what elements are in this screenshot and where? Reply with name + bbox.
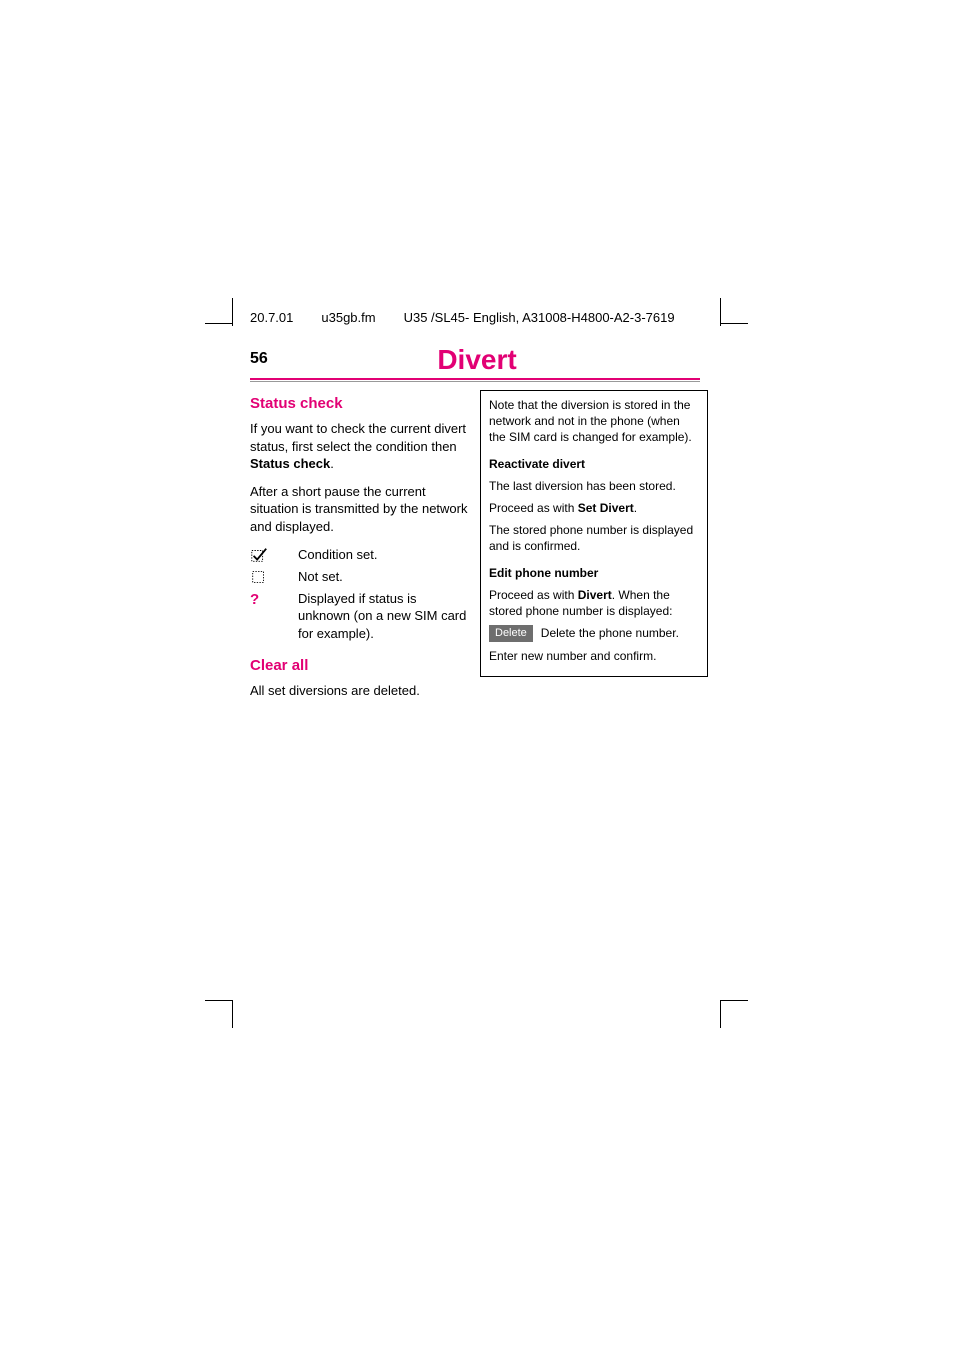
crop-mark xyxy=(232,1000,233,1028)
page: 20.7.01 u35gb.fm U35 /SL45- English, A31… xyxy=(0,0,954,1351)
crop-mark xyxy=(720,1000,748,1001)
text-bold: Status check xyxy=(250,456,330,471)
status-row-unknown-text: Displayed if status is unknown (on a new… xyxy=(298,590,470,643)
reactivate-p2: Proceed as with Set Divert. xyxy=(489,500,699,516)
checkbox-empty-icon xyxy=(250,568,298,586)
edit-p1: Proceed as with Divert. When the stored … xyxy=(489,587,699,619)
crop-mark xyxy=(720,1000,721,1028)
right-column: Note that the diversion is stored in the… xyxy=(480,390,708,677)
status-row-notset: Not set. xyxy=(250,568,470,586)
delete-button[interactable]: Delete xyxy=(489,625,533,642)
reactivate-p3: The stored phone number is displayed and… xyxy=(489,522,699,554)
text: If you want to check the current divert … xyxy=(250,421,466,454)
crop-mark xyxy=(232,298,233,326)
text-bold: Divert xyxy=(578,588,612,602)
checkbox-checked-icon xyxy=(250,546,298,564)
clear-all-heading: Clear all xyxy=(250,656,470,676)
text: Proceed as with xyxy=(489,501,578,515)
note-intro: Note that the diversion is stored in the… xyxy=(489,397,699,446)
left-column: Status check If you want to check the cu… xyxy=(250,390,470,710)
note-box: Note that the diversion is stored in the… xyxy=(480,390,708,677)
text-bold: Set Divert xyxy=(578,501,634,515)
title-rule xyxy=(250,378,700,382)
meta-file: u35gb.fm xyxy=(321,310,375,325)
crop-mark xyxy=(720,323,748,324)
status-check-heading: Status check xyxy=(250,394,470,414)
meta-doc-id: U35 /SL45- English, A31008-H4800-A2-3-76… xyxy=(404,310,675,325)
status-row-notset-text: Not set. xyxy=(298,568,470,586)
crop-mark xyxy=(205,323,233,324)
status-check-paragraph-2: After a short pause the current situatio… xyxy=(250,483,470,536)
status-check-paragraph-1: If you want to check the current divert … xyxy=(250,420,470,473)
crop-mark xyxy=(205,1000,233,1001)
text: . xyxy=(330,456,334,471)
delete-line: Delete Delete the phone number. xyxy=(489,625,699,642)
reactivate-heading: Reactivate divert xyxy=(489,456,699,472)
question-mark-symbol: ? xyxy=(250,590,259,610)
text: . xyxy=(634,501,637,515)
text: Proceed as with xyxy=(489,588,578,602)
status-row-set-text: Condition set. xyxy=(298,546,470,564)
delete-text: Delete the phone number. xyxy=(541,625,679,641)
header-meta: 20.7.01 u35gb.fm U35 /SL45- English, A31… xyxy=(250,310,724,325)
clear-all-paragraph: All set diversions are deleted. xyxy=(250,682,470,700)
edit-heading: Edit phone number xyxy=(489,565,699,581)
status-row-set: Condition set. xyxy=(250,546,470,564)
edit-p2: Enter new number and confirm. xyxy=(489,648,699,664)
reactivate-p1: The last diversion has been stored. xyxy=(489,478,699,494)
status-row-unknown: ? Displayed if status is unknown (on a n… xyxy=(250,590,470,643)
question-mark-icon: ? xyxy=(250,590,298,610)
page-title: Divert xyxy=(0,344,954,376)
meta-date: 20.7.01 xyxy=(250,310,293,325)
